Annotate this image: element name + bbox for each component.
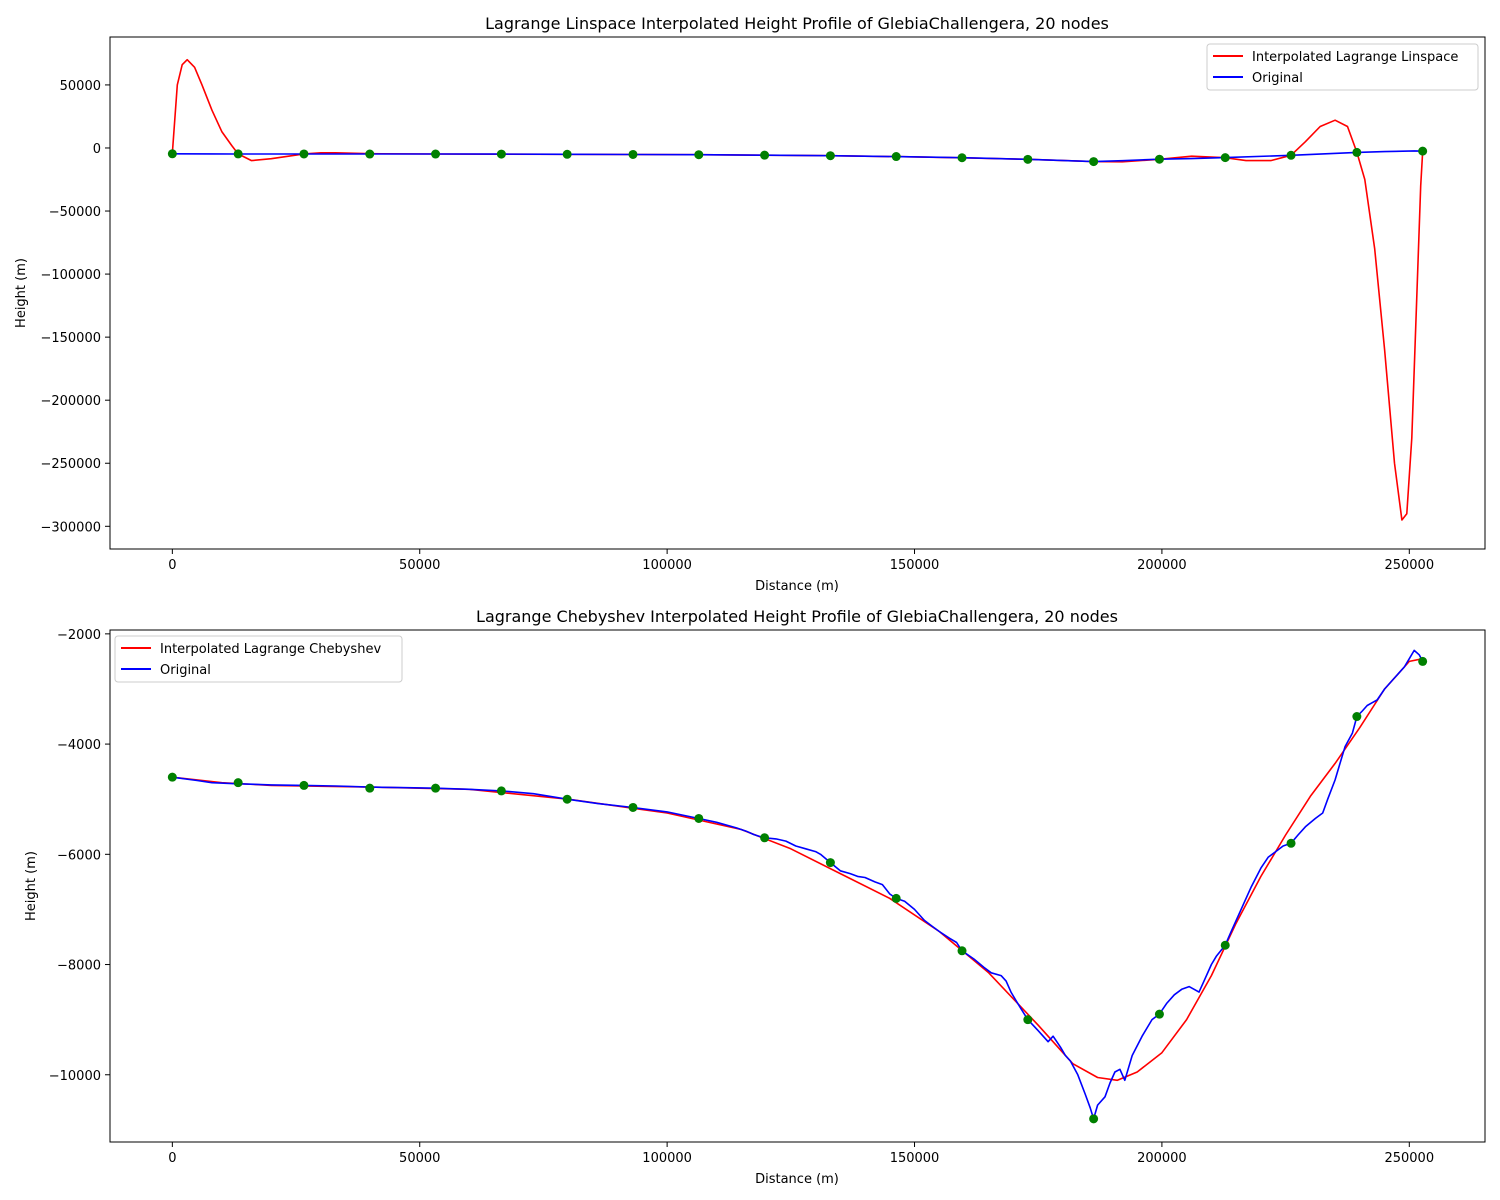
y-tick-label: −8000 bbox=[57, 959, 101, 974]
legend-label-original: Original bbox=[160, 663, 211, 678]
y-tick-label: 50000 bbox=[60, 79, 101, 94]
node-point bbox=[299, 780, 309, 790]
node-point bbox=[431, 783, 441, 793]
node-point bbox=[760, 150, 770, 160]
node-point bbox=[1089, 157, 1099, 167]
node-point bbox=[1418, 656, 1428, 666]
node-point bbox=[167, 149, 177, 159]
x-tick-label: 200000 bbox=[1137, 558, 1187, 573]
y-tick-label: −10000 bbox=[49, 1069, 101, 1084]
node-point bbox=[1154, 154, 1164, 164]
node-point bbox=[233, 778, 243, 788]
chebyshev-plot: Lagrange Chebyshev Interpolated Height P… bbox=[24, 607, 1486, 1187]
legend-box bbox=[1206, 43, 1479, 91]
legend: Interpolated Lagrange Linspace Original bbox=[1206, 43, 1479, 91]
linspace-plot: Lagrange Linspace Interpolated Height Pr… bbox=[14, 14, 1486, 594]
interpolation-nodes bbox=[167, 146, 1428, 167]
x-tick-label: 100000 bbox=[642, 1151, 692, 1166]
y-tick-label: 0 bbox=[93, 142, 101, 157]
x-tick-label: 200000 bbox=[1137, 1151, 1187, 1166]
node-point bbox=[1418, 146, 1428, 156]
node-point bbox=[365, 783, 375, 793]
node-point bbox=[167, 772, 177, 782]
x-tick-label: 250000 bbox=[1384, 1151, 1434, 1166]
legend: Interpolated Lagrange Chebyshev Original bbox=[114, 635, 403, 683]
original-series-line bbox=[172, 649, 1424, 1120]
y-tick-label: −150000 bbox=[40, 331, 101, 346]
y-tick-label: −250000 bbox=[40, 457, 101, 472]
x-tick-label: 50000 bbox=[399, 558, 440, 573]
node-point bbox=[957, 946, 967, 956]
y-tick-label: −300000 bbox=[40, 520, 101, 535]
plot-title: Lagrange Linspace Interpolated Height Pr… bbox=[485, 14, 1109, 33]
y-tick-label: −100000 bbox=[40, 268, 101, 283]
node-point bbox=[891, 152, 901, 162]
legend-label-original: Original bbox=[1252, 71, 1303, 86]
y-ticks: −300000 −250000 −200000 −150000 −100000 −5000… bbox=[40, 79, 110, 535]
legend-label-interpolated: Interpolated Lagrange Linspace bbox=[1252, 50, 1458, 65]
node-point bbox=[1352, 712, 1362, 722]
node-point bbox=[628, 149, 638, 159]
y-tick-label: −6000 bbox=[57, 848, 101, 863]
y-tick-label: −2000 bbox=[57, 628, 101, 643]
node-point bbox=[299, 149, 309, 159]
node-point bbox=[496, 786, 506, 796]
y-axis-label: Height (m) bbox=[24, 851, 39, 921]
x-tick-label: 0 bbox=[168, 1151, 176, 1166]
node-point bbox=[496, 149, 506, 159]
plot-title: Lagrange Chebyshev Interpolated Height P… bbox=[476, 607, 1118, 626]
node-point bbox=[562, 794, 572, 804]
y-tick-label: −200000 bbox=[40, 394, 101, 409]
y-tick-label: −4000 bbox=[57, 738, 101, 753]
x-tick-label: 0 bbox=[168, 558, 176, 573]
y-axis-label: Height (m) bbox=[14, 258, 29, 328]
node-point bbox=[1220, 153, 1230, 163]
node-point bbox=[1286, 150, 1296, 160]
x-tick-label: 250000 bbox=[1384, 558, 1434, 573]
node-point bbox=[1286, 838, 1296, 848]
plot-frame bbox=[109, 629, 1486, 1143]
legend-label-interpolated: Interpolated Lagrange Chebyshev bbox=[160, 642, 381, 657]
x-axis-label: Distance (m) bbox=[755, 579, 839, 594]
x-tick-label: 150000 bbox=[890, 1151, 940, 1166]
node-point bbox=[431, 149, 441, 159]
node-point bbox=[694, 150, 704, 160]
node-point bbox=[1154, 1009, 1164, 1019]
x-ticks: 0 50000 100000 150000 200000 250000 bbox=[168, 549, 1434, 573]
node-point bbox=[233, 149, 243, 159]
y-tick-label: −50000 bbox=[49, 205, 101, 220]
node-point bbox=[628, 802, 638, 812]
x-tick-label: 100000 bbox=[642, 558, 692, 573]
node-point bbox=[1220, 940, 1230, 950]
node-point bbox=[891, 893, 901, 903]
y-ticks: −10000 −8000 −6000 −4000 −2000 bbox=[49, 628, 110, 1084]
interpolation-nodes bbox=[167, 656, 1428, 1124]
node-point bbox=[562, 149, 572, 159]
node-point bbox=[1023, 154, 1033, 164]
node-point bbox=[825, 858, 835, 868]
node-point bbox=[365, 149, 375, 159]
interpolated-series-line bbox=[172, 657, 1423, 1082]
x-ticks: 0 50000 100000 150000 200000 250000 bbox=[168, 1142, 1434, 1166]
x-axis-label: Distance (m) bbox=[755, 1172, 839, 1187]
plot-frame bbox=[109, 36, 1486, 550]
node-point bbox=[1089, 1114, 1099, 1124]
node-point bbox=[957, 153, 967, 163]
node-point bbox=[760, 833, 770, 843]
node-point bbox=[694, 813, 704, 823]
legend-box bbox=[114, 635, 403, 683]
x-tick-label: 50000 bbox=[399, 1151, 440, 1166]
node-point bbox=[825, 151, 835, 161]
node-point bbox=[1352, 147, 1362, 157]
x-tick-label: 150000 bbox=[890, 558, 940, 573]
node-point bbox=[1023, 1015, 1033, 1025]
series-lines bbox=[172, 649, 1424, 1120]
